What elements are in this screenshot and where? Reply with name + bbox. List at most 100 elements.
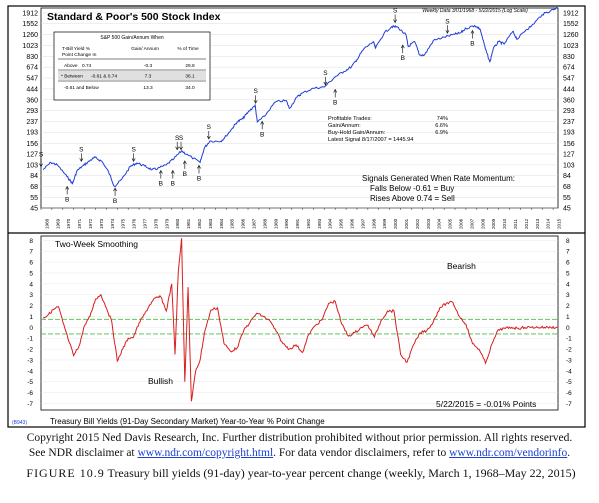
x-year-label: 1998 — [371, 218, 376, 229]
top-y-tick-label: 156 — [26, 141, 38, 148]
stat-buyhold-value: 6.9% — [435, 130, 448, 136]
gain-row-2-gain: 7.3 — [145, 74, 152, 80]
x-year-label: 2003 — [426, 218, 431, 229]
x-year-label: 1985 — [230, 218, 235, 229]
footer-code: (B943) — [12, 420, 27, 426]
sell-signal-label: S — [179, 135, 184, 142]
x-year-label: 1975 — [121, 218, 126, 229]
top-y-tick-label: 103 — [26, 162, 38, 169]
sell-signal-arrowhead — [323, 81, 328, 86]
buy-signal-arrowhead — [65, 185, 70, 190]
bottom-title: Two-Week Smoothing — [55, 239, 138, 249]
sell-signal-arrowhead — [253, 100, 258, 104]
signals-rule-sell: Rises Above 0.74 = Sell — [370, 194, 455, 203]
gain-row-2-label: * Between — [61, 74, 83, 80]
bottom-y-tick-labels-left: 8 7 6 5 4 3 2 1 0 -1 -2 -3 -4 -5 -6 -7 — [27, 238, 33, 408]
bottom-y-tick-label-right: -5 — [566, 379, 572, 386]
x-year-label: 1989 — [273, 218, 278, 229]
x-year-label: 2013 — [535, 218, 540, 229]
top-y-tick-label: 1552 — [22, 21, 38, 28]
bottom-y-tick-label: 3 — [29, 292, 33, 299]
top-y-tick-label: 360 — [26, 97, 38, 104]
sell-signal-arrowhead — [393, 19, 397, 24]
chart-svg: 4555688410312715619323729336044454767483… — [7, 5, 586, 428]
gain-table-header-2: Point Change In — [62, 52, 97, 58]
gain-table-header-3: Gain/ Annum — [131, 46, 159, 52]
x-year-label: 1994 — [328, 218, 333, 229]
spx-series-line — [42, 6, 558, 188]
top-y-tick-label: 674 — [26, 65, 38, 72]
gain-row-1-threshold: 0.74 — [82, 63, 92, 69]
copyright-link[interactable]: www.ndr.com/copyright.html — [137, 447, 274, 459]
bottom-y-tick-label: -4 — [27, 368, 33, 375]
x-year-label: 1974 — [110, 218, 115, 229]
x-year-label: 1986 — [241, 218, 246, 229]
x-year-label: 1981 — [186, 218, 191, 229]
top-y-tick-label-right: 830 — [563, 54, 575, 61]
gain-table: S&P 500 Gain/Annum When T-Bill Yield % P… — [53, 31, 211, 101]
x-year-label: 1977 — [143, 218, 148, 229]
top-y-tick-label-right: 103 — [563, 162, 575, 169]
top-y-tick-label-right: 360 — [563, 97, 575, 104]
x-year-label: 1992 — [306, 218, 311, 229]
bottom-y-gridlines — [41, 240, 558, 404]
x-year-label: 1987 — [251, 218, 256, 229]
top-y-tick-label: 1023 — [22, 43, 38, 50]
x-year-label: 1972 — [88, 218, 93, 229]
x-year-label: 1988 — [262, 218, 267, 229]
bottom-y-tick-label-right: 0 — [566, 325, 570, 332]
x-year-label: 1993 — [317, 218, 322, 229]
gain-table-title: S&P 500 Gain/Annum When — [100, 35, 163, 41]
buy-signal-label: B — [470, 40, 474, 47]
x-year-label: 2008 — [480, 218, 485, 229]
copyright-line-2-pre: See NDR disclaimer at — [28, 447, 138, 459]
signals-rule-buy: Falls Below -0.61 = Buy — [370, 184, 454, 193]
bottom-y-tick-label: 6 — [29, 260, 33, 267]
top-y-tick-label-right: 674 — [563, 65, 575, 72]
gain-row-1-label: Above — [64, 63, 78, 69]
sell-signal-arrowhead — [39, 163, 43, 168]
top-y-tick-label-right: 127 — [563, 152, 575, 159]
bottom-y-tick-label: 2 — [29, 303, 33, 310]
top-y-tick-label-right: 1552 — [563, 21, 579, 28]
gain-row-3-label: -0.61 and Below — [64, 85, 99, 91]
top-y-tick-label: 55 — [30, 195, 38, 202]
bearish-label: Bearish — [447, 261, 476, 271]
sell-signal-label: S — [39, 152, 44, 159]
buy-signal-arrowhead — [470, 29, 475, 34]
top-y-tick-label-right: 237 — [563, 119, 575, 126]
bottom-y-tick-label: 4 — [29, 281, 33, 288]
copyright-line-2: See NDR disclaimer at www.ndr.com/copyri… — [0, 446, 599, 460]
bottom-y-tick-label: 1 — [29, 314, 33, 321]
bottom-y-tick-label: -7 — [27, 401, 33, 408]
stat-buyhold-label: Buy-Hold Gain/Annum: — [328, 130, 386, 136]
bottom-y-tick-label-right: -2 — [566, 347, 572, 354]
buy-signal-label: B — [260, 131, 264, 138]
sell-signal-label: S — [131, 146, 136, 153]
bottom-y-tick-label-right: 1 — [566, 314, 570, 321]
top-y-tick-label: 293 — [26, 108, 38, 115]
latest-value-label: 5/22/2015 = -0.01% Points — [436, 399, 536, 409]
bottom-y-tick-label: 8 — [29, 238, 33, 245]
top-y-tick-label-right: 1260 — [563, 32, 579, 39]
bottom-y-tick-label-right: 2 — [566, 303, 570, 310]
top-y-tick-label-right: 45 — [563, 206, 571, 213]
top-y-tick-label-right: 1912 — [563, 10, 579, 17]
buy-signal-arrowhead — [400, 44, 405, 49]
bottom-y-tick-label-right: 4 — [566, 281, 570, 288]
sell-signal-label: S — [253, 88, 258, 95]
sell-signal-arrowhead — [445, 30, 450, 34]
top-y-tick-label: 444 — [26, 86, 38, 93]
figure-caption: FIGURE 10.9 Treasury bill yields (91-day… — [16, 466, 586, 481]
x-year-label: 2015 — [557, 218, 562, 229]
x-year-label: 1997 — [360, 218, 365, 229]
sell-signal-arrowhead — [206, 135, 211, 140]
buy-signal-arrowhead — [158, 169, 163, 174]
x-year-label: 2012 — [524, 218, 529, 229]
buy-signal-label: B — [171, 180, 175, 187]
x-year-label: 1973 — [99, 218, 104, 229]
top-y-tick-label: 127 — [26, 152, 38, 159]
vendor-info-link[interactable]: www.ndr.com/vendorinfo — [449, 447, 568, 459]
x-year-label: 2010 — [502, 218, 507, 229]
bottom-y-tick-label-right: 7 — [566, 249, 570, 256]
